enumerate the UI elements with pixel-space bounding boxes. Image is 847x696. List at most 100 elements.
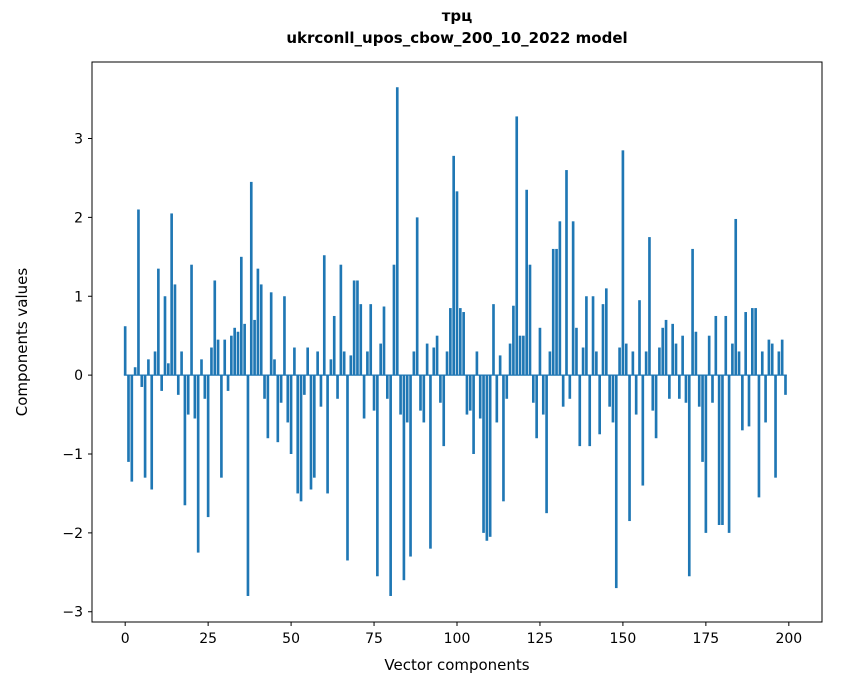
bar (684, 375, 688, 403)
bar (289, 375, 293, 454)
bar (764, 375, 767, 423)
bar (545, 375, 548, 514)
bar (140, 375, 144, 387)
bar (379, 343, 382, 376)
y-tick-label: 2 (74, 210, 83, 226)
bar (575, 327, 578, 376)
bar (306, 347, 309, 376)
bar (276, 375, 280, 443)
bar (193, 375, 197, 419)
y-tick-label: 0 (74, 368, 83, 384)
bar (269, 292, 273, 376)
bar (412, 351, 416, 376)
bar (747, 375, 751, 427)
bar (492, 304, 495, 376)
bar (744, 312, 747, 376)
bar (130, 375, 134, 482)
bar (608, 375, 611, 407)
bar (183, 375, 187, 506)
bar (147, 359, 150, 376)
bar (230, 335, 233, 376)
bar (395, 87, 399, 376)
bar (326, 375, 329, 494)
bar (767, 339, 771, 376)
bar (508, 343, 512, 376)
bar (741, 375, 744, 431)
bar (455, 191, 459, 376)
bar (173, 284, 177, 376)
bar (422, 375, 426, 423)
bar (711, 375, 714, 403)
bar (598, 375, 601, 435)
bar (319, 375, 323, 407)
bar (731, 343, 734, 376)
bar (256, 268, 260, 376)
bar (236, 331, 240, 376)
bar (342, 351, 346, 376)
bar (299, 375, 303, 502)
bar (734, 218, 738, 376)
bar (784, 375, 787, 395)
bar (618, 347, 621, 376)
bar (220, 375, 223, 478)
bar (336, 375, 339, 399)
bar (498, 355, 502, 376)
y-tick-label: −1 (62, 447, 83, 463)
bar (366, 351, 369, 376)
bar (249, 181, 253, 376)
bar (601, 304, 605, 376)
bar (210, 347, 213, 376)
bar (681, 335, 684, 376)
bar (166, 363, 170, 376)
bar (392, 264, 396, 376)
bar (661, 327, 665, 376)
bar (186, 375, 190, 415)
bar (760, 351, 764, 376)
bar (528, 264, 532, 376)
bar (687, 375, 691, 577)
bar (160, 375, 163, 391)
bar (176, 375, 180, 395)
bar (246, 375, 250, 596)
bar (495, 375, 499, 423)
bar (525, 189, 528, 376)
bar (425, 343, 429, 376)
bar (634, 375, 638, 415)
bar (538, 327, 542, 376)
bar (442, 375, 446, 447)
bar (429, 375, 432, 549)
bar (658, 347, 661, 376)
bar (737, 351, 741, 376)
y-tick-label: −2 (62, 526, 83, 542)
bar (150, 375, 154, 490)
bar (478, 375, 482, 419)
bar (604, 288, 608, 376)
x-tick-label: 75 (365, 631, 383, 647)
bar (707, 335, 711, 376)
bar (531, 375, 535, 403)
bar (153, 351, 157, 376)
bar (535, 375, 538, 439)
bar (541, 375, 545, 415)
bar (595, 351, 598, 376)
bar (409, 375, 412, 557)
bar (303, 375, 306, 395)
chart-title-line1: трц (441, 7, 473, 25)
bar (512, 305, 515, 376)
bar (170, 213, 173, 376)
x-tick-label: 175 (692, 631, 719, 647)
bar (522, 335, 525, 376)
bar (714, 315, 718, 376)
bar (585, 296, 588, 376)
bar (475, 351, 479, 376)
bar (621, 150, 625, 376)
bar (515, 116, 519, 376)
bar (123, 326, 127, 376)
bar (263, 375, 266, 399)
bar (727, 375, 731, 533)
bar (296, 375, 300, 494)
bar (243, 323, 246, 376)
bar-series (123, 87, 787, 596)
